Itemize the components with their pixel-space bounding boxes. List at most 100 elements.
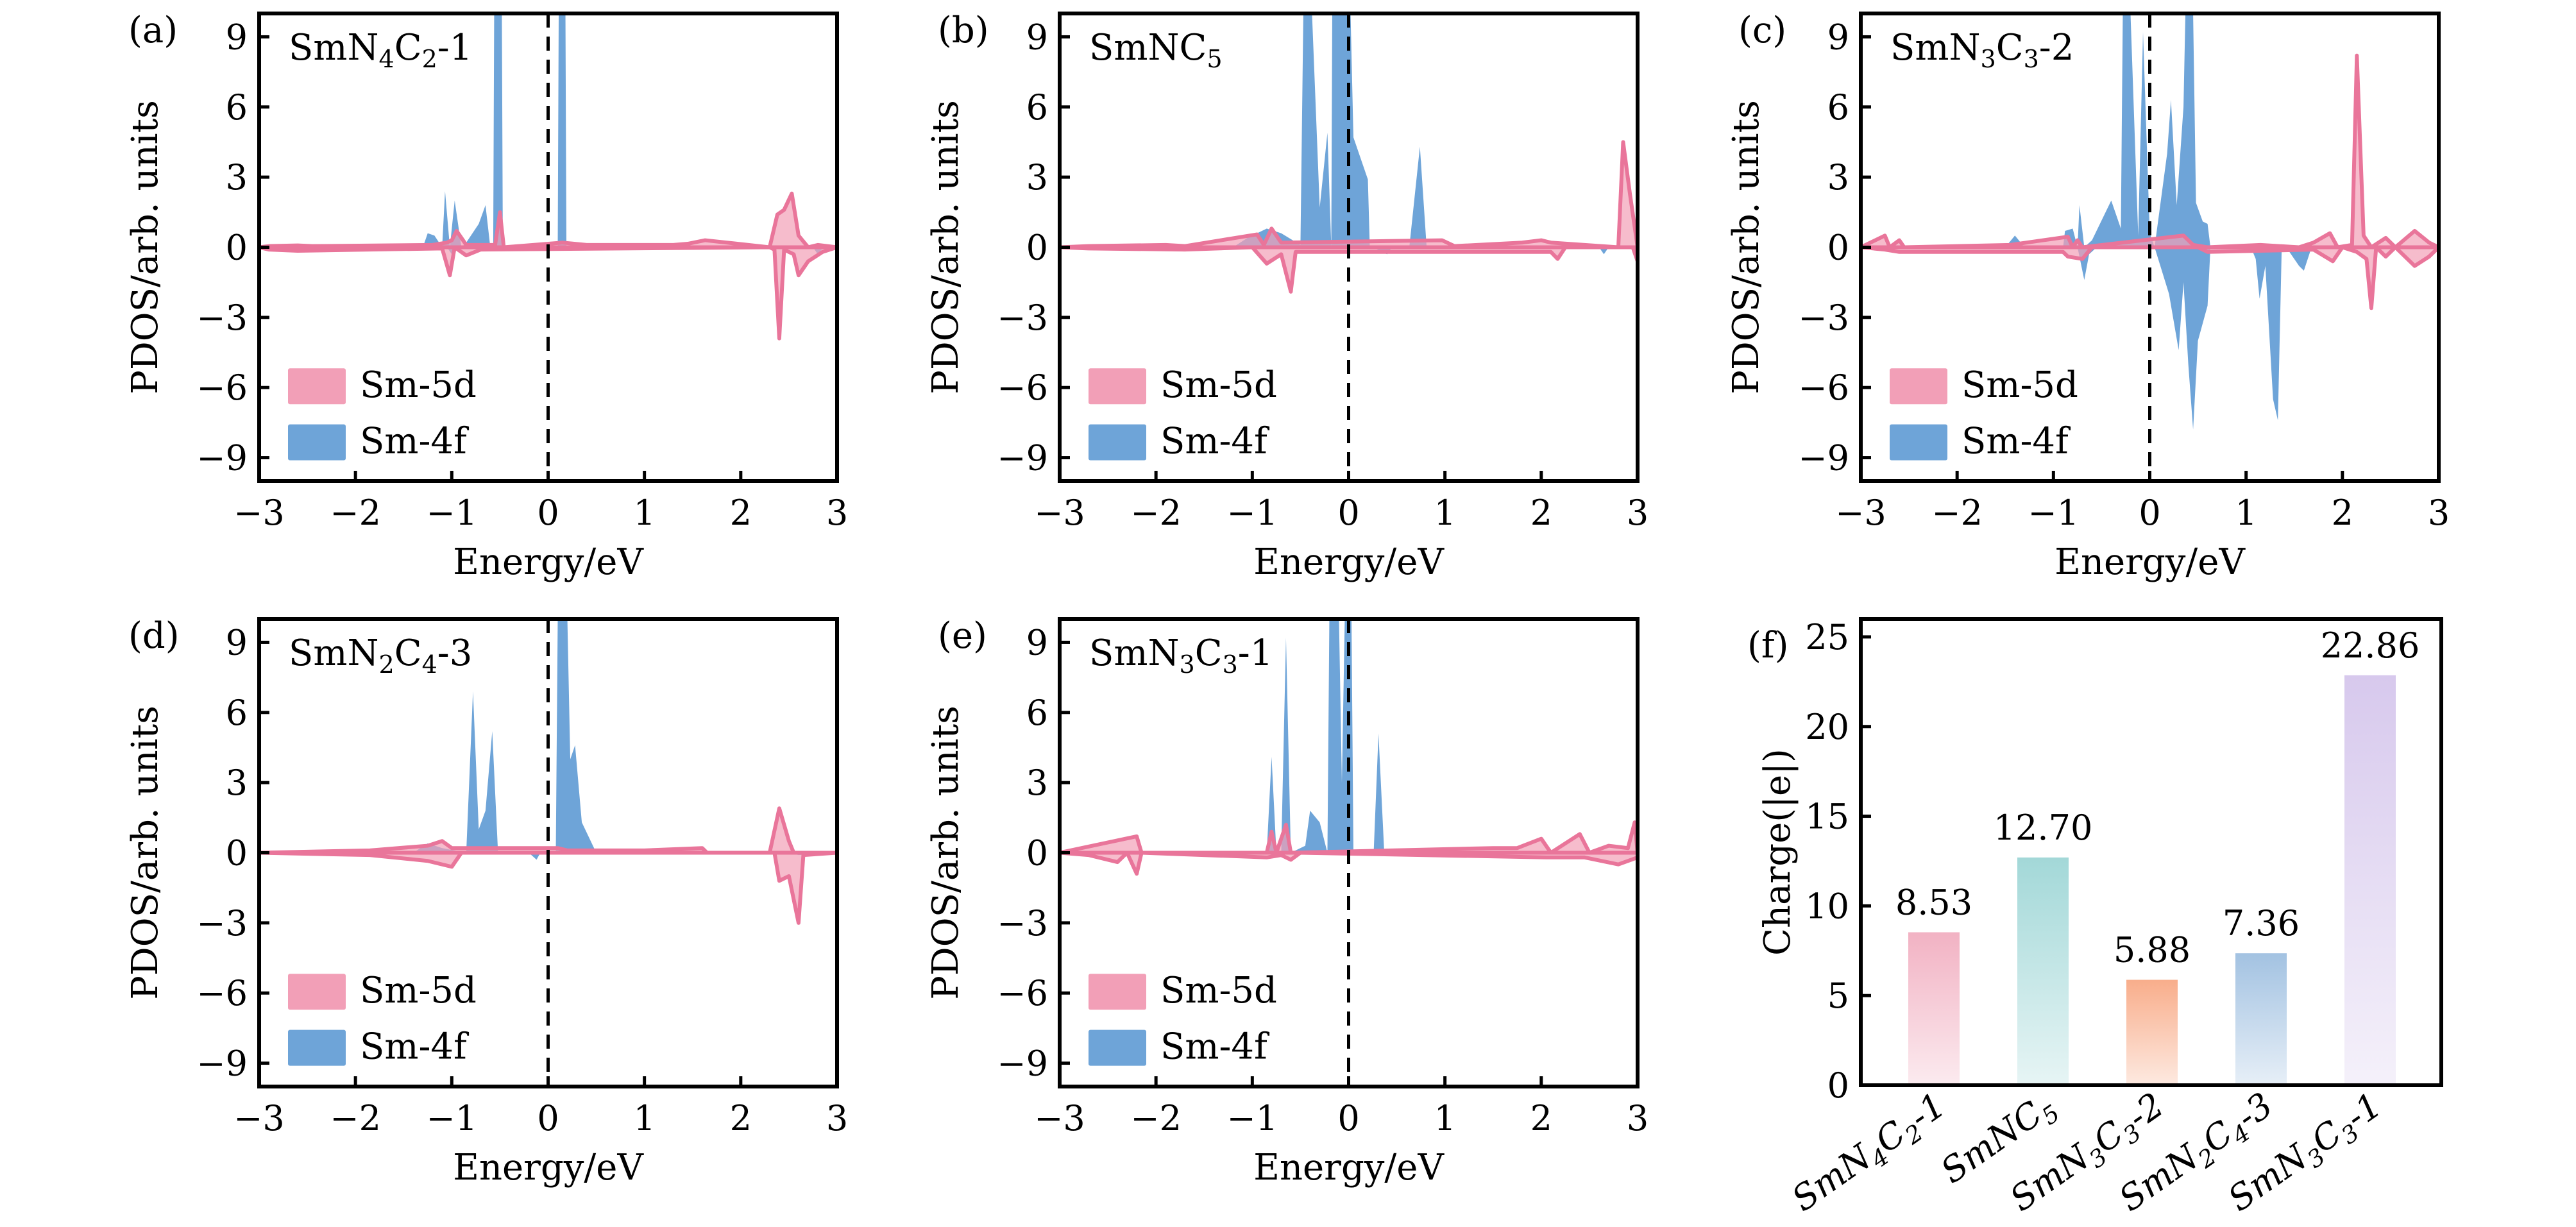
legend-label-sm-4f: Sm-4f [1160, 421, 1270, 462]
x-tick-label: −2 [330, 1098, 381, 1138]
x-axis-label: Energy/eV [453, 1147, 644, 1189]
y-tick-label: 9 [226, 622, 248, 663]
x-tick-label: −2 [1931, 493, 1983, 533]
legend: Sm-5d Sm-4f [1890, 364, 2078, 462]
y-tick-label: 6 [226, 87, 248, 128]
y-tick-label: 3 [1827, 157, 1849, 198]
x-tick-label: 3 [826, 1098, 848, 1138]
y-tick-label: 9 [1026, 17, 1048, 57]
y-tick-label: 20 [1805, 707, 1849, 747]
pdos-panel-a: −3 −2 −1 0 1 2 3 9 6 3 0 −3 −6 −9 Energy/eV PDOS/arb. u… [124, 10, 848, 583]
pdos-panel-d: −3 −2 −1 0 1 2 3 9 6 3 0 −3 −6 −9 Energy/eV PDOS/arb. u… [124, 615, 848, 1189]
structure-label: SmN2C4-3 [289, 632, 472, 679]
y-tick-label: 0 [1827, 228, 1849, 268]
y-tick-label: 25 [1805, 617, 1849, 657]
legend-label-sm-4f: Sm-4f [360, 421, 470, 462]
y-tick-label: −6 [997, 973, 1048, 1013]
series-sm-5d-up-line [259, 191, 837, 250]
legend-label-sm-4f: Sm-4f [1160, 1026, 1270, 1068]
y-axis-label: PDOS/arb. units [124, 706, 166, 1000]
legend-label-sm-5d: Sm-5d [1962, 364, 2078, 406]
y-tick-label: −3 [997, 903, 1048, 944]
x-tick-label: −3 [1034, 1098, 1085, 1138]
y-tick-label: −6 [196, 973, 248, 1013]
x-tick-label: 2 [730, 493, 752, 533]
panel-tag: (f) [1747, 625, 1788, 666]
x-tick-label: −1 [427, 493, 478, 533]
x-tick-label: 1 [2235, 493, 2257, 533]
x-tick-label: 3 [2428, 493, 2450, 533]
y-tick-label: 9 [1827, 17, 1849, 57]
bar [2235, 953, 2287, 1085]
legend-swatch-sm-5d [288, 974, 346, 1010]
legend-swatch-sm-4f [1890, 424, 1947, 461]
y-tick-label: 3 [1026, 763, 1048, 803]
x-tick-label: −1 [1227, 1098, 1278, 1138]
x-tick-label: −1 [2028, 493, 2080, 533]
pdos-panel-c: −3 −2 −1 0 1 2 3 9 6 3 0 −3 −6 −9 Energy/eV PDOS/arb. u… [1725, 10, 2450, 583]
series-sm-5d-down-line [1060, 245, 1638, 294]
panel-tag: (b) [938, 10, 989, 51]
legend-swatch-sm-5d [1089, 368, 1146, 405]
x-tick-label: −3 [233, 493, 285, 533]
y-tick-label: −9 [196, 1044, 248, 1084]
series-sm-5d-down-line [1861, 245, 2439, 310]
legend-swatch-sm-4f [288, 1029, 346, 1066]
y-tick-label: 0 [1026, 228, 1048, 268]
x-tick-label: −2 [1130, 493, 1182, 533]
legend: Sm-5d Sm-4f [1089, 364, 1277, 462]
y-axis-label: PDOS/arb. units [1725, 100, 1767, 394]
legend-label-sm-5d: Sm-5d [360, 970, 477, 1011]
y-tick-label: 0 [226, 228, 248, 268]
bar-value-label: 12.70 [1994, 808, 2093, 848]
pdos-panel-e: −3 −2 −1 0 1 2 3 9 6 3 0 −3 −6 −9 Energy/eV PDOS/arb. u… [925, 615, 1648, 1189]
y-tick-label: 6 [1026, 87, 1048, 128]
series-sm-5d-down [259, 852, 837, 923]
x-axis-label: Energy/eV [453, 541, 644, 583]
panel-tag: (e) [938, 615, 987, 657]
y-tick-label: 15 [1805, 797, 1849, 837]
y-tick-label: 6 [226, 693, 248, 733]
x-tick-label: 1 [633, 1098, 655, 1138]
y-tick-label: 0 [1026, 833, 1048, 874]
x-tick-label: −1 [427, 1098, 478, 1138]
x-tick-label: 2 [2332, 493, 2353, 533]
bar [2017, 857, 2069, 1085]
legend-label-sm-5d: Sm-5d [1160, 970, 1277, 1011]
y-axis-label: PDOS/arb. units [124, 100, 166, 394]
panel-tag: (d) [128, 615, 180, 657]
x-tick-label: −2 [330, 493, 381, 533]
y-tick-label: −3 [997, 298, 1048, 338]
y-tick-label: 9 [1026, 622, 1048, 663]
x-tick-label: 2 [730, 1098, 752, 1138]
category-label: SmN4C2-1 [1784, 1085, 1956, 1224]
y-tick-label: 3 [226, 157, 248, 198]
x-tick-label: 0 [537, 1098, 559, 1138]
y-tick-label: 5 [1827, 976, 1849, 1016]
y-axis-label: PDOS/arb. units [925, 100, 967, 394]
y-tick-label: −9 [196, 438, 248, 478]
structure-label: SmN4C2-1 [289, 27, 472, 73]
bar-panel-f: 8.53SmN4C2-112.70SmNC55.88SmN3C3-27.36Sm… [1747, 617, 2443, 1224]
y-tick-label: 9 [226, 17, 248, 57]
legend-label-sm-5d: Sm-5d [1160, 364, 1277, 406]
legend-label-sm-4f: Sm-4f [360, 1026, 470, 1068]
legend-swatch-sm-4f [1089, 424, 1146, 461]
legend-label-sm-4f: Sm-4f [1962, 421, 2071, 462]
y-tick-label: −6 [1798, 368, 1849, 408]
series-sm-5d-up-line [259, 806, 837, 855]
y-tick-label: −6 [196, 368, 248, 408]
bar [1908, 932, 1960, 1085]
series-sm-5d-up [1060, 822, 1638, 853]
y-tick-label: 10 [1805, 886, 1849, 926]
y-tick-label: −9 [997, 1044, 1048, 1084]
legend: Sm-5d Sm-4f [288, 970, 477, 1068]
legend-swatch-sm-5d [1089, 974, 1146, 1010]
bar-value-label: 22.86 [2321, 625, 2420, 666]
axes-frame [1859, 617, 2443, 1087]
legend-swatch-sm-4f [288, 424, 346, 461]
y-tick-label: 6 [1026, 693, 1048, 733]
y-tick-label: 0 [1827, 1065, 1849, 1106]
y-tick-label: 0 [226, 833, 248, 874]
